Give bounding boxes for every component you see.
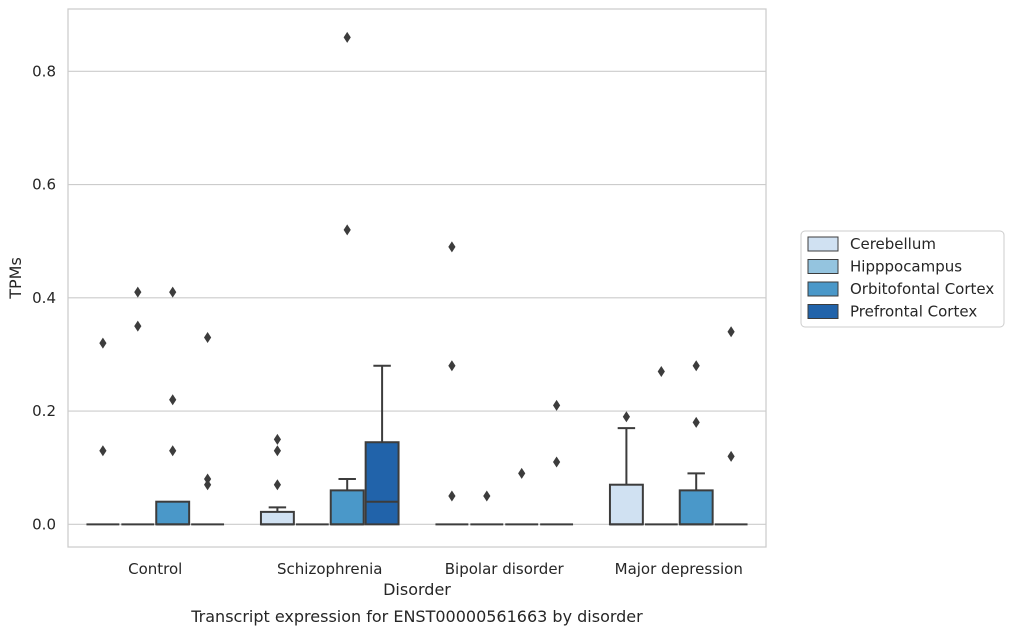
outlier-point [134,286,142,298]
outlier-point [448,360,456,372]
y-tick-label: 0.6 [32,176,56,194]
outlier-point [273,433,281,445]
box-prefrontal-cortex [364,364,400,526]
box-cerebellum [435,241,469,526]
legend-swatch [807,259,839,274]
box-prefrontal-cortex [714,326,748,526]
x-tick-label: Control [128,560,182,578]
legend-frame [800,230,1005,328]
x-axis-title: Disorder [383,580,451,599]
x-axis-ticks: Control Schizophrenia Bipolar disorder Majo… [128,560,743,578]
y-tick-label: 0.0 [32,515,56,533]
y-axis-title: TPMs [6,257,25,300]
outlier-point [727,450,735,462]
outlier-point [622,411,630,423]
y-tick-label: 0.2 [32,402,56,420]
box-body [608,483,644,526]
outlier-point [99,337,107,349]
outlier-point [204,473,212,485]
outlier-point [273,479,281,491]
outlier-point [169,394,177,406]
legend-label: Prefrontal Cortex [850,303,977,321]
box-body [678,489,714,526]
outlier-point [553,456,561,468]
box-prefrontal-cortex [540,399,574,526]
box-hipppocampus [470,490,504,526]
box-hipppocampus [644,365,678,526]
outlier-point [727,326,735,338]
outlier-point [134,320,142,332]
box-orbitofontal-cortex [155,286,191,526]
outlier-point [448,241,456,253]
legend: Cerebellum Hipppocampus Orbitofontal Corte… [800,230,1005,328]
legend-label: Orbitofontal Cortex [850,280,994,298]
x-tick-label: Bipolar disorder [445,560,565,578]
box-orbitofontal-cortex [329,31,365,526]
box-plot-groups [86,31,748,526]
box-body [155,500,191,526]
box-orbitofontal-cortex [678,360,714,526]
y-tick-label: 0.8 [32,62,56,80]
outlier-point [169,445,177,457]
box-body [329,489,365,526]
outlier-point [204,479,212,491]
outlier-point [553,399,561,411]
legend-label: Hipppocampus [850,258,962,276]
outlier-point [169,286,177,298]
outlier-point [518,467,526,479]
legend-label: Cerebellum [850,235,936,253]
x-tick-label: Schizophrenia [277,560,382,578]
box-body [364,441,400,526]
outlier-point [343,224,351,236]
box-cerebellum [86,337,120,526]
x-tick-label: Major depression [615,560,743,578]
y-tick-label: 0.4 [32,289,56,307]
legend-swatch [807,281,839,297]
outlier-point [343,31,351,43]
outlier-point [692,416,700,428]
outlier-point [448,490,456,502]
legend-swatch [807,236,839,252]
outlier-point [273,445,281,457]
box-cerebellum [608,411,644,526]
box-body [259,510,295,526]
y-axis-ticks: 0.0 0.2 0.4 0.6 0.8 [32,62,56,533]
outlier-point [657,365,665,377]
grid-lines [68,70,766,525]
chart-caption: Transcript expression for ENST0000056166… [190,607,643,626]
box-prefrontal-cortex [191,331,225,526]
legend-swatch [807,304,839,319]
box-hipppocampus [121,286,155,526]
plot-area-frame [67,8,767,548]
outlier-point [99,445,107,457]
outlier-point [692,360,700,372]
box-orbitofontal-cortex [505,467,539,526]
box-cerebellum [259,433,295,526]
outlier-point [204,331,212,343]
outlier-point [483,490,491,502]
